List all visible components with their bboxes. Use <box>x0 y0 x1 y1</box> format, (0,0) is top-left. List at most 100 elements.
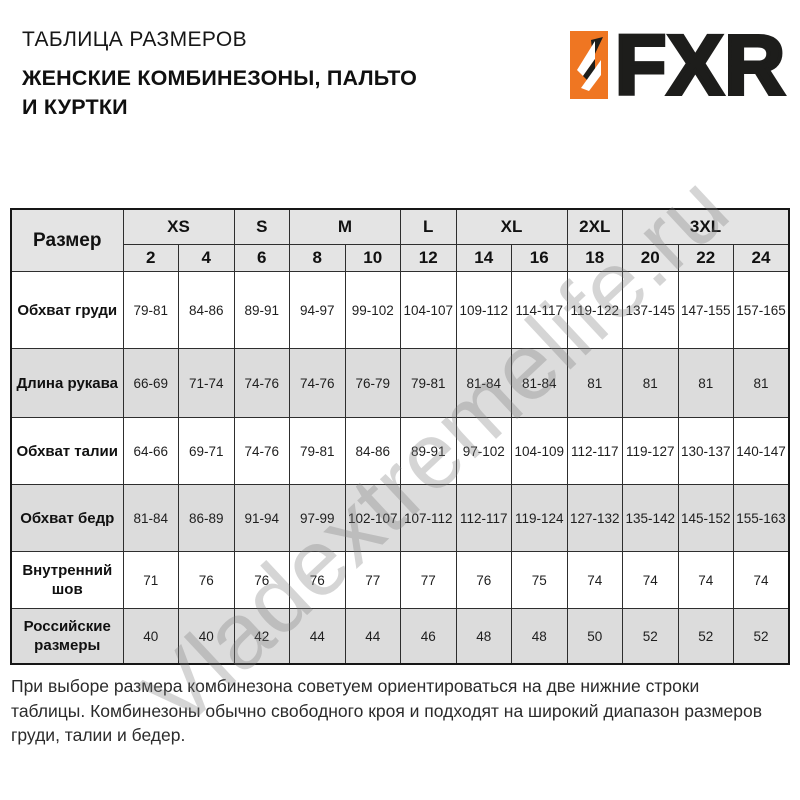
table-cell: 75 <box>511 551 568 609</box>
table-cell: 99-102 <box>344 271 401 349</box>
size-number-10: 10 <box>344 244 401 272</box>
row-label: Обхват груди <box>10 271 124 349</box>
table-cell: 81 <box>733 348 790 418</box>
table-cell: 74-76 <box>233 348 290 418</box>
page-subtitle-line2: И КУРТКИ <box>22 95 128 119</box>
table-cell: 135-142 <box>622 484 679 552</box>
table-cell: 84-86 <box>344 417 401 485</box>
size-number-24: 24 <box>733 244 790 272</box>
size-group-m: M <box>289 208 401 245</box>
table-cell: 137-145 <box>622 271 679 349</box>
table-cell: 104-107 <box>400 271 457 349</box>
header-titles: ТАБЛИЦА РАЗМЕРОВ ЖЕНСКИЕ КОМБИНЕЗОНЫ, ПА… <box>22 28 417 122</box>
table-cell: 114-117 <box>511 271 568 349</box>
table-cell: 48 <box>511 608 568 665</box>
size-group-xs: XS <box>122 208 235 245</box>
table-cell: 52 <box>733 608 790 665</box>
page-header: ТАБЛИЦА РАЗМЕРОВ ЖЕНСКИЕ КОМБИНЕЗОНЫ, ПА… <box>22 21 787 122</box>
size-groups-row: Размер XS S M L XL 2XL 3XL <box>10 208 790 272</box>
table-cell: 112-117 <box>455 484 512 552</box>
row-label: Обхват талии <box>10 417 124 485</box>
table-cell: 40 <box>178 608 235 665</box>
table-cell: 102-107 <box>344 484 401 552</box>
row-label: Длина рукава <box>10 348 124 418</box>
table-cell: 74 <box>566 551 623 609</box>
page-subtitle-line1: ЖЕНСКИЕ КОМБИНЕЗОНЫ, ПАЛЬТО <box>22 66 418 90</box>
table-row: Обхват талии 64-66 69-71 74-76 79-81 84-86 89-… <box>10 417 790 485</box>
row-label: Внутренний шов <box>10 551 124 609</box>
table-cell: 97-102 <box>455 417 512 485</box>
table-cell: 44 <box>289 608 346 665</box>
row-label: Обхват бедр <box>10 484 124 552</box>
table-cell: 48 <box>455 608 512 665</box>
table-cell: 81 <box>566 348 623 418</box>
size-table: Размер XS S M L XL 2XL 3XL 2 4 6 8 10 12 14 16 18 20 22 2… <box>10 208 790 665</box>
size-group-xl: XL <box>455 208 568 245</box>
table-cell: 40 <box>122 608 179 665</box>
table-cell: 66-69 <box>122 348 179 418</box>
table-cell: 104-109 <box>511 417 568 485</box>
table-cell: 74-76 <box>289 348 346 418</box>
table-cell: 119-127 <box>622 417 679 485</box>
table-cell: 81-84 <box>122 484 179 552</box>
table-row: Обхват груди 79-81 84-86 89-91 94-97 99-102 10… <box>10 271 790 349</box>
table-cell: 145-152 <box>677 484 734 552</box>
corner-header-size: Размер <box>10 208 124 272</box>
page-subtitle: ЖЕНСКИЕ КОМБИНЕЗОНЫ, ПАЛЬТО И КУРТКИ <box>22 64 417 122</box>
size-number-8: 8 <box>289 244 346 272</box>
table-cell: 81-84 <box>511 348 568 418</box>
size-number-16: 16 <box>511 244 568 272</box>
size-number-22: 22 <box>677 244 734 272</box>
table-cell: 140-147 <box>733 417 790 485</box>
size-number-12: 12 <box>400 244 457 272</box>
size-number-18: 18 <box>566 244 623 272</box>
table-cell: 44 <box>344 608 401 665</box>
table-row: Российские размеры 40 40 42 44 44 46 48 48 50 52 52… <box>10 608 790 665</box>
fxr-logo: FXR <box>570 21 787 109</box>
table-cell: 157-165 <box>733 271 790 349</box>
table-cell: 74 <box>622 551 679 609</box>
row-label: Российские размеры <box>10 608 124 665</box>
footer-note: При выборе размера комбинезона советуем … <box>11 676 763 745</box>
size-number-4: 4 <box>178 244 235 272</box>
table-cell: 130-137 <box>677 417 734 485</box>
page-title: ТАБЛИЦА РАЗМЕРОВ <box>22 28 248 51</box>
size-number-6: 6 <box>233 244 290 272</box>
table-cell: 76 <box>455 551 512 609</box>
table-cell: 52 <box>622 608 679 665</box>
table-cell: 119-124 <box>511 484 568 552</box>
table-cell: 74-76 <box>233 417 290 485</box>
table-cell: 84-86 <box>178 271 235 349</box>
table-cell: 155-163 <box>733 484 790 552</box>
table-cell: 81 <box>677 348 734 418</box>
table-cell: 71-74 <box>178 348 235 418</box>
table-cell: 74 <box>733 551 790 609</box>
table-cell: 127-132 <box>566 484 623 552</box>
table-cell: 94-97 <box>289 271 346 349</box>
table-cell: 74 <box>677 551 734 609</box>
table-cell: 97-99 <box>289 484 346 552</box>
size-group-l: L <box>400 208 457 245</box>
table-cell: 81-84 <box>455 348 512 418</box>
table-cell: 76 <box>178 551 235 609</box>
size-number-2: 2 <box>122 244 179 272</box>
table-cell: 76-79 <box>344 348 401 418</box>
table-row: Обхват бедр 81-84 86-89 91-94 97-99 102-107 10… <box>10 484 790 552</box>
table-cell: 79-81 <box>400 348 457 418</box>
size-group-s: S <box>233 208 290 245</box>
table-cell: 50 <box>566 608 623 665</box>
fxr-logo-arrow-icon <box>570 31 608 99</box>
table-row: Длина рукава 66-69 71-74 74-76 74-76 76-79 79-… <box>10 348 790 418</box>
table-cell: 107-112 <box>400 484 457 552</box>
table-cell: 112-117 <box>566 417 623 485</box>
size-numbers-row: 2 4 6 8 10 12 14 16 18 20 22 24 <box>11 244 790 272</box>
table-cell: 71 <box>122 551 179 609</box>
table-cell: 81 <box>622 348 679 418</box>
table-cell: 42 <box>233 608 290 665</box>
table-cell: 46 <box>400 608 457 665</box>
table-cell: 69-71 <box>178 417 235 485</box>
table-cell: 64-66 <box>122 417 179 485</box>
size-group-3xl: 3XL <box>622 208 790 245</box>
table-cell: 109-112 <box>455 271 512 349</box>
table-cell: 77 <box>344 551 401 609</box>
